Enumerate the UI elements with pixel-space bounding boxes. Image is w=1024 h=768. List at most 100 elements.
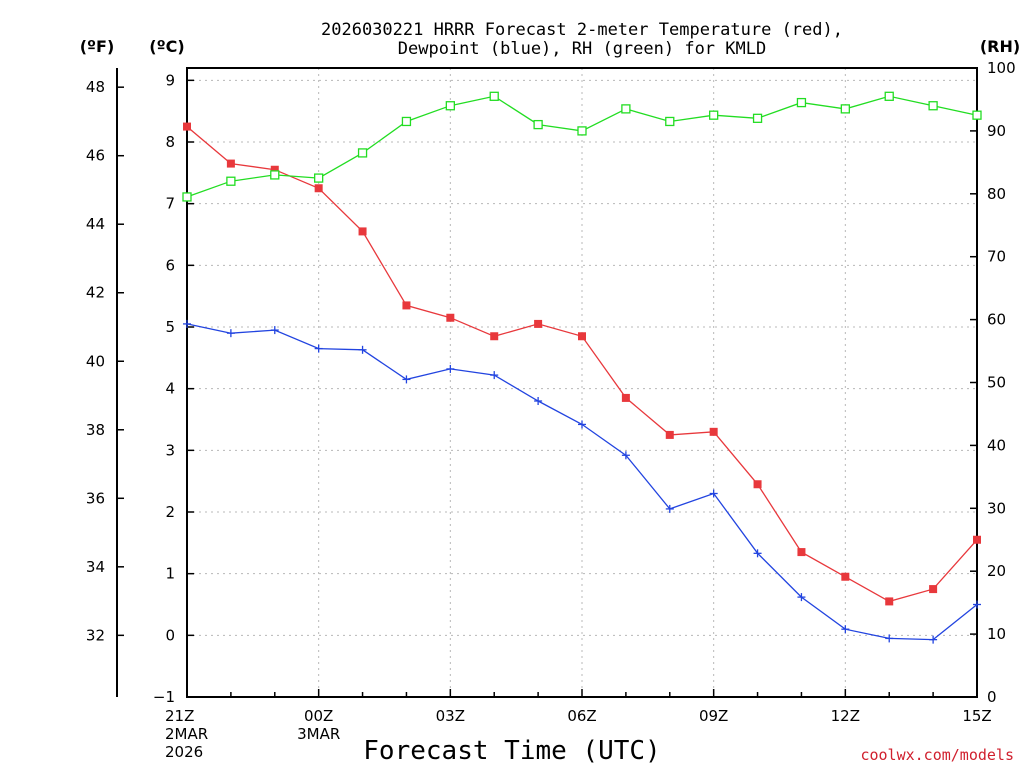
fahrenheit-tick-label: 48: [86, 78, 105, 96]
series-dewpoint: [183, 319, 981, 644]
temperature-point: [183, 122, 191, 131]
dewpoint-point: [753, 549, 762, 558]
tick-labels: −101234567893234363840424446480102030405…: [86, 59, 1016, 761]
rh-tick-label: 90: [987, 122, 1006, 140]
temperature-point: [973, 535, 981, 544]
celsius-tick-label: 6: [165, 256, 175, 274]
rh-tick-label: 10: [987, 625, 1006, 643]
rh-point: [840, 104, 850, 114]
celsius-tick-label: 4: [165, 380, 175, 398]
temperature-point: [578, 332, 586, 341]
dewpoint-point: [665, 504, 674, 513]
temperature-point: [665, 430, 674, 439]
rh-point: [445, 101, 455, 111]
x-tick-label: 21Z: [165, 707, 194, 725]
rh-point: [972, 110, 982, 120]
fahrenheit-tick-label: 44: [86, 215, 105, 233]
x-tick-label: 15Z: [962, 707, 991, 725]
x-tick-label: 06Z: [567, 707, 596, 725]
fahrenheit-tick-label: 34: [86, 558, 105, 576]
x-axis-label: Forecast Time (UTC): [363, 736, 660, 766]
rh-tick-label: 30: [987, 499, 1006, 517]
dewpoint-point: [578, 420, 586, 429]
temperature-point: [797, 548, 806, 557]
rh-point: [709, 110, 719, 120]
x-tick-label: 03Z: [436, 707, 465, 725]
fahrenheit-tick-label: 32: [86, 626, 105, 644]
x-tick-label: 2026: [165, 743, 203, 761]
temperature-point: [314, 184, 323, 193]
temperature-point: [226, 159, 235, 168]
grid: [186, 68, 978, 698]
rh-tick-label: 20: [987, 562, 1006, 580]
temperature-point: [490, 332, 499, 341]
rh-point: [577, 126, 587, 136]
rh-tick-label: 80: [987, 185, 1006, 203]
series-line-dewpoint: [186, 323, 978, 641]
dewpoint-point: [973, 600, 981, 609]
temperature-point: [709, 427, 718, 436]
rh-tick-label: 0: [987, 688, 997, 706]
chart-title-line-2: Dewpoint (blue), RH (green) for KMLD: [398, 39, 766, 59]
dewpoint-point: [490, 371, 499, 380]
temperature-point: [270, 165, 279, 174]
rh-point: [665, 116, 675, 127]
rh-point: [884, 91, 894, 101]
credit-text: coolwx.com/models: [860, 746, 1014, 764]
celsius-tick-label: 8: [165, 133, 175, 151]
temperature-point: [621, 393, 630, 402]
chart-title-line-1: 2026030221 HRRR Forecast 2-meter Tempera…: [321, 20, 843, 40]
dewpoint-point: [709, 489, 718, 498]
rh-point: [796, 97, 807, 108]
dewpoint-point: [270, 326, 279, 335]
temperature-point: [841, 572, 850, 581]
celsius-unit-label: (ºC): [149, 37, 184, 56]
celsius-tick-label: 9: [165, 71, 175, 89]
temperature-point: [534, 319, 543, 328]
x-tick-label: 2MAR: [165, 725, 208, 743]
x-tick-label: 00Z: [304, 707, 333, 725]
rh-point: [226, 176, 236, 186]
rh-tick-label: 40: [987, 436, 1006, 454]
celsius-tick-label: 3: [165, 441, 175, 459]
fahrenheit-tick-label: 42: [86, 284, 105, 302]
temperature-point: [885, 597, 894, 606]
dewpoint-point: [621, 451, 630, 460]
temperature-point: [446, 313, 455, 322]
dewpoint-point: [841, 625, 850, 634]
celsius-tick-label: 5: [165, 318, 175, 336]
celsius-tick-label: 1: [165, 565, 175, 583]
x-tick-label: 09Z: [699, 707, 728, 725]
celsius-tick-label: 2: [165, 503, 175, 521]
rh-point: [270, 170, 280, 180]
rh-tick-label: 50: [987, 374, 1006, 392]
rh-point: [357, 148, 368, 158]
celsius-tick-label: 0: [165, 626, 175, 644]
x-tick-label: 3MAR: [297, 725, 340, 743]
x-tick-label: 12Z: [831, 707, 860, 725]
temperature-point: [402, 301, 411, 310]
temperature-point: [753, 480, 762, 489]
rh-point: [401, 116, 412, 127]
dewpoint-point: [402, 375, 411, 384]
series-rh: [182, 91, 982, 202]
rh-point: [752, 113, 763, 123]
rh-point: [182, 192, 192, 202]
fahrenheit-tick-label: 36: [86, 489, 105, 507]
rh-point: [928, 101, 938, 111]
rh-point: [489, 91, 499, 101]
dewpoint-point: [446, 364, 455, 373]
fahrenheit-unit-label: (ºF): [80, 37, 115, 56]
dewpoint-point: [534, 397, 543, 405]
rh-point: [314, 173, 324, 183]
dewpoint-point: [885, 634, 894, 643]
rh-tick-label: 100: [987, 59, 1016, 77]
fahrenheit-tick-label: 38: [86, 421, 105, 439]
rh-point: [621, 104, 631, 114]
axes: [116, 67, 978, 698]
celsius-tick-label: 7: [165, 195, 175, 213]
temperature-point: [358, 227, 367, 236]
dewpoint-point: [183, 319, 191, 328]
fahrenheit-tick-label: 40: [86, 352, 105, 370]
